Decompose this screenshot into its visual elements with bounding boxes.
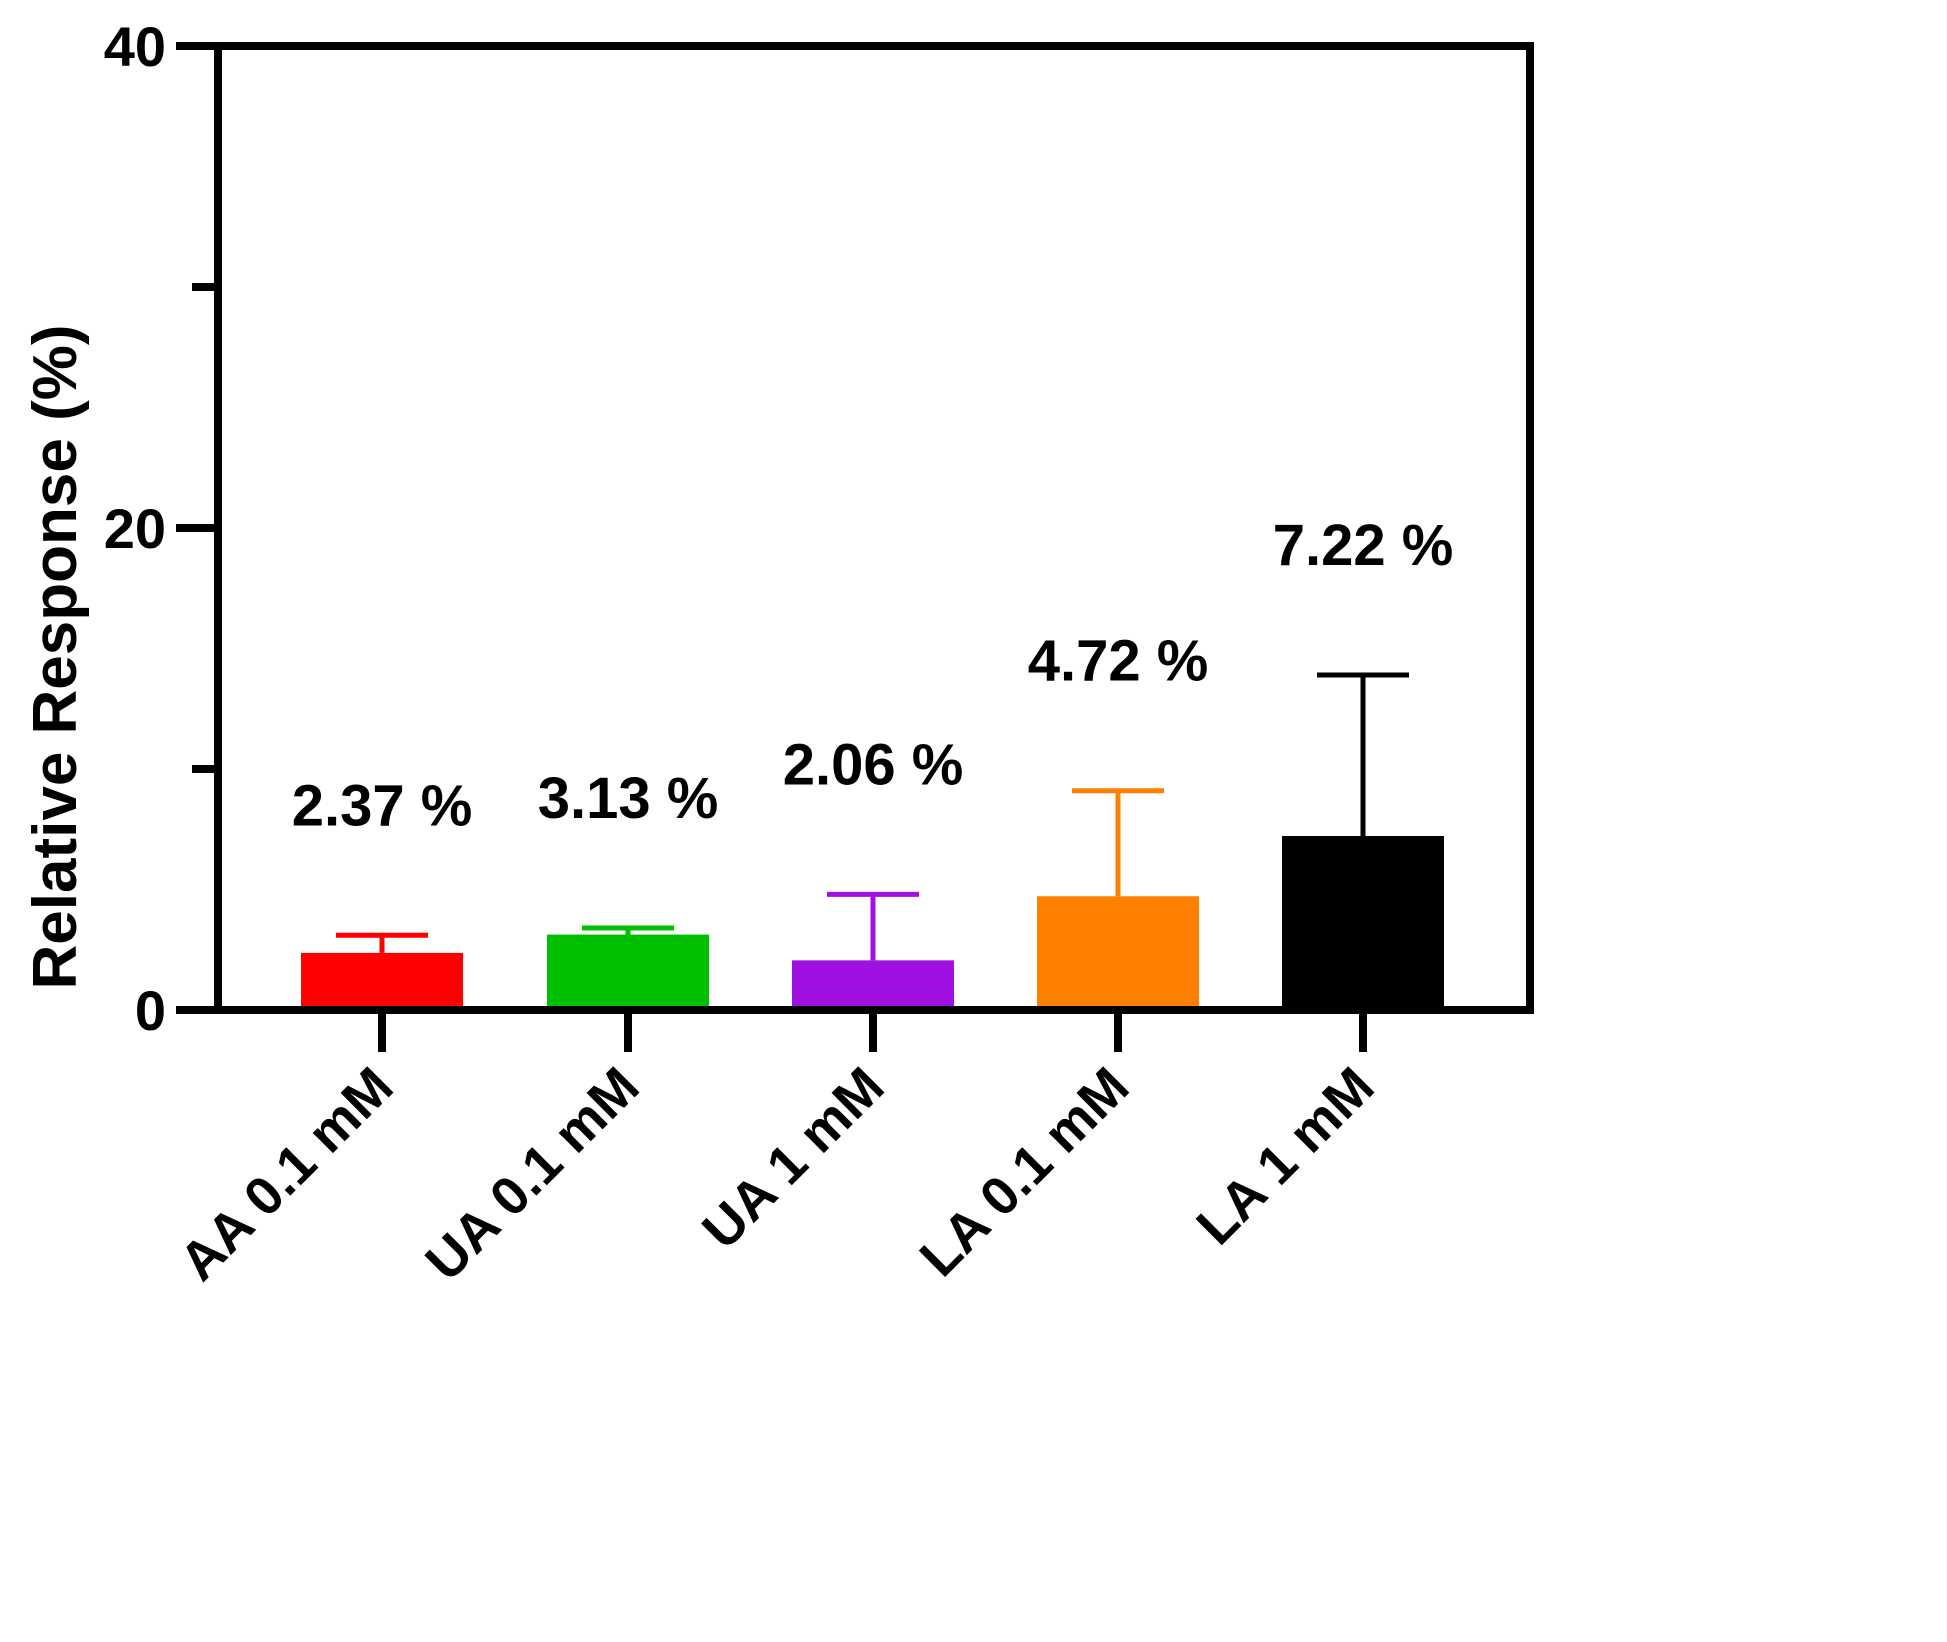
error-bars-layer	[336, 672, 1409, 961]
data-label: 4.72 %	[1028, 629, 1209, 694]
x-tick-label: UA 1 mM	[691, 1056, 895, 1260]
x-tick-label: LA 0.1 mM	[909, 1056, 1141, 1288]
data-label: 2.06 %	[783, 732, 964, 797]
data-label: 2.37 %	[292, 773, 473, 838]
bar	[1037, 896, 1199, 1010]
y-tick-label: 40	[104, 15, 166, 78]
y-tick-label: 0	[135, 979, 166, 1042]
bar	[547, 934, 709, 1010]
bar	[1282, 835, 1444, 1010]
bar	[301, 952, 463, 1010]
value-labels-layer: 2.37 % 3.13 % 2.06 % 4.72 % 7.22 %	[292, 513, 1454, 838]
bar	[792, 960, 954, 1010]
y-axis-label: Relative Response (%)	[21, 325, 90, 990]
x-tick-label: AA 0.1 mM	[168, 1056, 404, 1292]
x-tick-label: UA 0.1 mM	[414, 1056, 650, 1292]
bars-layer	[301, 835, 1444, 1010]
x-tick-label: LA 1 mM	[1185, 1056, 1385, 1256]
data-label: 7.22 %	[1273, 513, 1454, 578]
y-tick-label: 20	[104, 497, 166, 560]
data-label: 3.13 %	[538, 766, 719, 831]
